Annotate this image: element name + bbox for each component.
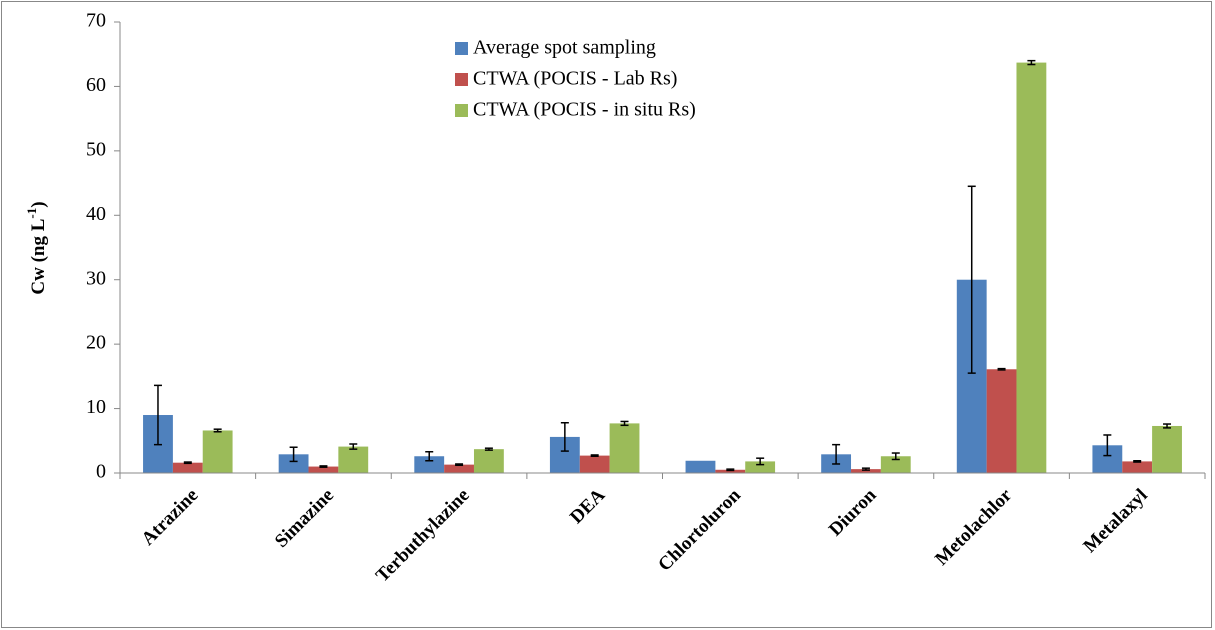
error-bar [726,468,735,472]
error-bar [183,461,192,465]
bar [1152,425,1182,473]
y-tick-label: 40 [86,203,106,225]
bar [172,462,203,473]
y-tick-label: 70 [86,10,106,32]
error-bar [425,450,434,462]
y-label-text: Cw (ng L [28,219,49,295]
error-bar [997,367,1006,371]
y-tick-label: 20 [86,332,106,354]
bar [1122,461,1153,473]
bar [986,369,1017,473]
bar [685,460,716,473]
error-bar [484,447,493,451]
bar [202,430,233,473]
error-bar [1027,59,1036,66]
bar [473,449,504,473]
bar [609,423,640,473]
error-bar [213,428,222,433]
error-bar [967,185,976,374]
error-bar [153,384,162,446]
y-tick-label: 30 [86,267,106,289]
error-bar [349,443,358,450]
error-bar [319,465,328,468]
error-bar [1103,434,1112,457]
bar [308,466,339,473]
bar [414,456,445,473]
y-axis-label: Cw (ng L-1) [24,201,49,294]
error-bar [620,420,629,427]
legend-swatch [455,104,468,117]
bar [851,469,881,473]
legend-swatch [455,42,468,55]
y-tick-label: 60 [86,74,106,96]
error-bar [1133,460,1142,463]
legend-swatch [455,73,468,86]
error-bar [832,443,841,465]
bar [715,469,746,473]
y-label-superscript: -1 [24,208,39,219]
error-bar [560,421,569,452]
error-bar [861,467,870,471]
legend-label: CTWA (POCIS - in situ Rs) [473,99,696,121]
bar [278,454,309,473]
bar [579,455,610,473]
y-tick-label: 50 [86,138,106,160]
y-tick-label: 10 [86,396,106,418]
error-bar [455,463,464,467]
error-bar [1163,423,1172,429]
error-bar [289,446,298,463]
y-label-text: ) [28,201,49,207]
bar [745,461,776,473]
legend-label: CTWA (POCIS - Lab Rs) [473,68,677,90]
bar [444,464,474,473]
y-tick-label: 0 [96,461,106,483]
legend-label: Average spot sampling [473,37,656,59]
error-bar [590,454,599,457]
bar [880,456,911,473]
error-bar [891,452,900,461]
error-bar [756,457,765,466]
bar [338,446,369,473]
bar [1016,62,1047,474]
